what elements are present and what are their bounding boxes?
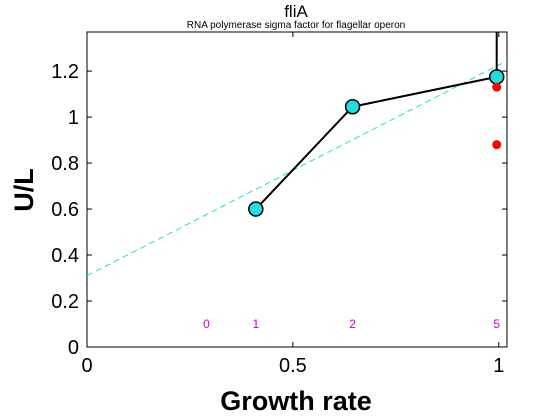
point-annotation: 2 — [349, 317, 356, 331]
point-annotation: 5 — [493, 317, 500, 331]
y-tick-label: 0.4 — [51, 245, 79, 267]
data-point — [344, 98, 361, 115]
data-point — [488, 69, 505, 85]
axis-ticks: 0 0.5 1 0 0.2 0.4 0.6 0.8 1 1.2 — [51, 32, 507, 377]
point-annotation: 0 — [203, 317, 210, 331]
y-tick-label: 0.8 — [51, 153, 79, 175]
plot-area — [86, 31, 508, 348]
x-tick-label: 0 — [81, 355, 92, 377]
y-tick-label: 0.6 — [51, 199, 79, 221]
y-axis-label: U/L — [9, 168, 39, 212]
fit-line — [86, 60, 508, 277]
chart-title: fliA — [284, 2, 308, 21]
y-tick-label: 0 — [68, 337, 79, 359]
chart-subtitle: RNA polymerase sigma factor for flagella… — [187, 20, 405, 31]
data-point — [248, 201, 264, 217]
y-tick-label: 1 — [68, 107, 79, 129]
y-tick-label: 1.2 — [51, 61, 79, 83]
x-tick-label: 1 — [493, 355, 504, 377]
red-data-point — [492, 140, 502, 150]
x-tick-label: 0.5 — [279, 355, 307, 377]
red-data-point — [492, 82, 502, 92]
point-annotation: 1 — [252, 317, 259, 331]
x-axis-label: Growth rate — [220, 386, 372, 416]
y-tick-label: 0.2 — [51, 291, 79, 313]
chart-marks: 0 1 2 5 — [86, 32, 508, 331]
